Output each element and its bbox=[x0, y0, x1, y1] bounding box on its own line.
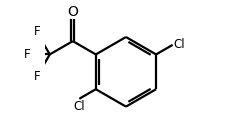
Text: F: F bbox=[34, 71, 40, 83]
Text: O: O bbox=[67, 5, 78, 19]
Text: F: F bbox=[24, 48, 31, 61]
Text: Cl: Cl bbox=[173, 38, 184, 51]
Text: Cl: Cl bbox=[73, 100, 85, 113]
Text: F: F bbox=[34, 25, 40, 38]
